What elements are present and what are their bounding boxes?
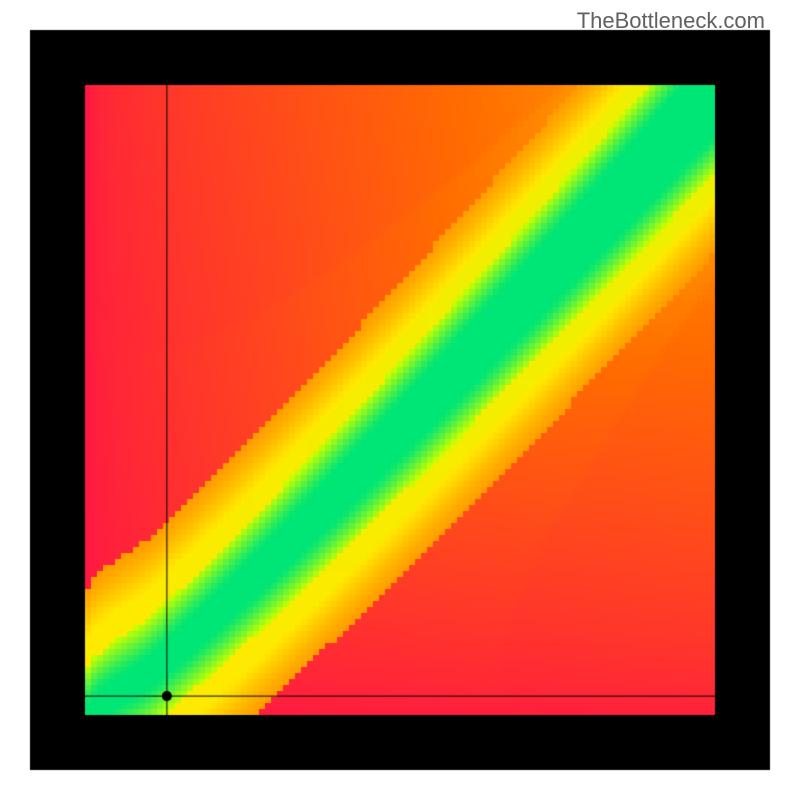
chart-container: TheBottleneck.com [0,0,800,800]
watermark-text: TheBottleneck.com [577,8,765,34]
bottleneck-heatmap [0,0,800,800]
